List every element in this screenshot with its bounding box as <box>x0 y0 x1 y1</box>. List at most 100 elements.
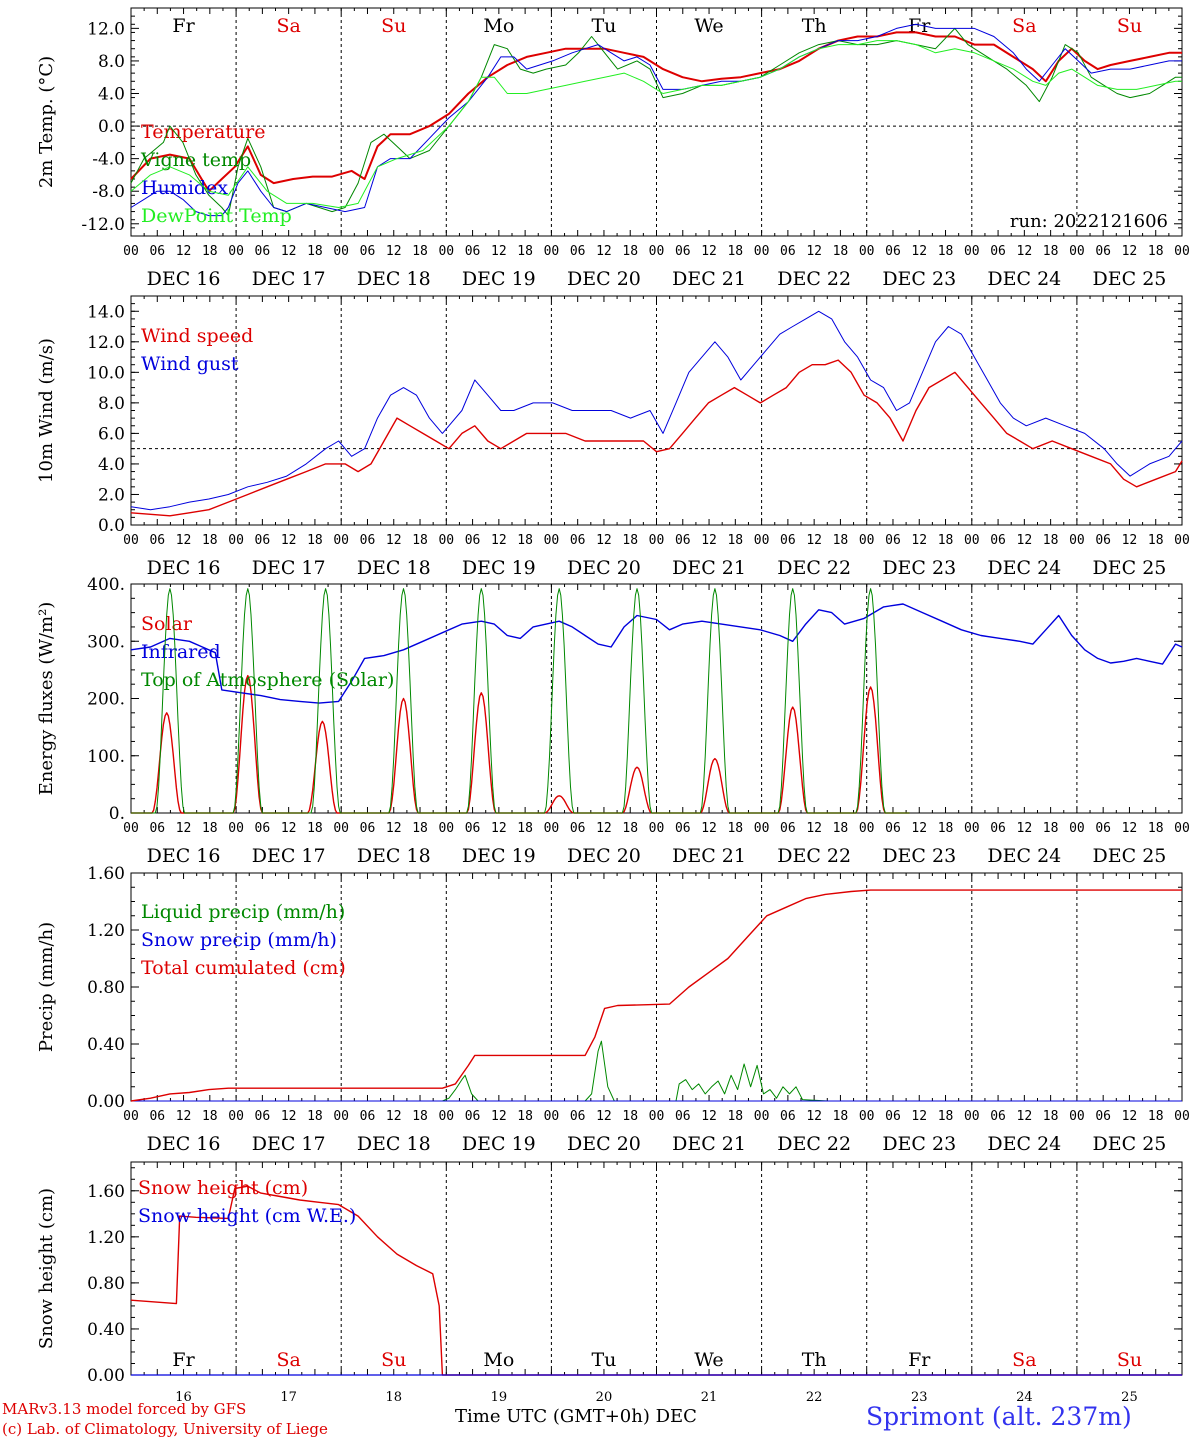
y-axis-label: Snow height (cm) <box>36 1188 57 1349</box>
hour-tick-label: 18 <box>727 821 743 836</box>
hour-tick-label: 12 <box>1122 821 1138 836</box>
hour-tick-label: 06 <box>1095 244 1111 259</box>
hour-tick-label: 00 <box>228 244 244 259</box>
hour-tick-label: 18 <box>727 533 743 548</box>
day-label: DEC 19 <box>462 845 536 867</box>
weekday-label: Mo <box>483 1349 514 1371</box>
legend-entry: Temperature <box>141 121 265 143</box>
hour-tick-label: 00 <box>859 1109 875 1124</box>
day-label: DEC 20 <box>567 557 641 579</box>
legend-entry: Snow height (cm) <box>138 1177 308 1199</box>
hour-tick-label: 06 <box>1095 1109 1111 1124</box>
legend-entry: Liquid precip (mm/h) <box>141 901 345 923</box>
hour-tick-label: 18 <box>833 821 849 836</box>
y-tick-label: 4.0 <box>98 85 125 105</box>
hour-tick-label: 18 <box>1148 1109 1164 1124</box>
day-label: DEC 16 <box>147 1133 221 1155</box>
hour-tick-label: 00 <box>544 1109 560 1124</box>
hour-tick-label: 00 <box>438 821 454 836</box>
legend-entry: Vigne temp <box>140 149 251 171</box>
hour-tick-label: 06 <box>1095 533 1111 548</box>
y-axis-label: Energy fluxes (W/m²) <box>36 602 57 796</box>
hour-tick-label: 12 <box>1122 533 1138 548</box>
day-label: DEC 20 <box>567 1133 641 1155</box>
hour-tick-label: 18 <box>307 533 323 548</box>
series-line-wind-speed <box>130 359 1183 517</box>
weekday-label: Fr <box>172 15 195 37</box>
hour-tick-label: 18 <box>1043 533 1059 548</box>
hour-tick-label: 18 <box>938 244 954 259</box>
day-label: DEC 21 <box>672 845 746 867</box>
hour-tick-label: 12 <box>806 821 822 836</box>
day-label: DEC 23 <box>882 845 956 867</box>
y-tick-label: -8.0 <box>92 182 125 202</box>
hour-tick-label: 00 <box>544 821 560 836</box>
hour-tick-label: 06 <box>360 244 376 259</box>
y-tick-label: 0.0 <box>98 516 125 536</box>
y-tick-label: 4.0 <box>98 455 125 475</box>
y-tick-label: 1.20 <box>87 921 125 941</box>
hour-tick-label: 12 <box>701 244 717 259</box>
hour-tick-label: 00 <box>123 533 139 548</box>
hour-tick-label: 00 <box>544 244 560 259</box>
hour-tick-label: 12 <box>176 1109 192 1124</box>
day-number-label: 22 <box>806 1390 823 1405</box>
hour-tick-label: 06 <box>990 533 1006 548</box>
hour-tick-label: 18 <box>517 1109 533 1124</box>
weekday-label: Su <box>381 1349 406 1371</box>
legend-entry: Humidex <box>141 177 228 199</box>
y-tick-label: 400. <box>87 575 125 595</box>
y-tick-label: 0.00 <box>87 1092 125 1112</box>
hour-tick-label: 00 <box>859 533 875 548</box>
hour-tick-label: 18 <box>938 821 954 836</box>
day-number-label: 18 <box>385 1390 402 1405</box>
day-label: DEC 17 <box>252 557 326 579</box>
hour-tick-label: 12 <box>281 821 297 836</box>
day-label: DEC 25 <box>1093 268 1167 290</box>
y-tick-label: 0.40 <box>87 1320 125 1340</box>
hour-tick-label: 06 <box>780 821 796 836</box>
hour-tick-label: 12 <box>596 533 612 548</box>
day-number-label: 25 <box>1121 1390 1138 1405</box>
hour-tick-label: 18 <box>412 244 428 259</box>
hour-tick-label: 06 <box>465 244 481 259</box>
hour-tick-label: 06 <box>780 244 796 259</box>
hour-tick-label: 18 <box>1043 244 1059 259</box>
hour-tick-label: 06 <box>675 1109 691 1124</box>
series-line-total-cumulated-cm- <box>130 889 1182 1102</box>
weekday-label: Tu <box>591 1349 616 1371</box>
day-label: DEC 18 <box>357 557 431 579</box>
hour-tick-label: 18 <box>202 1109 218 1124</box>
weekday-label: Su <box>1117 15 1142 37</box>
day-number-label: 16 <box>175 1390 192 1405</box>
day-label: DEC 18 <box>357 268 431 290</box>
y-tick-label: 0. <box>109 804 125 824</box>
station-name: Sprimont (alt. 237m) <box>866 1402 1132 1431</box>
hour-tick-label: 18 <box>517 244 533 259</box>
legend-entry: Total cumulated (cm) <box>141 957 346 979</box>
weekday-label: Sa <box>1012 1349 1036 1371</box>
day-number-label: 17 <box>280 1390 297 1405</box>
hour-tick-label: 06 <box>885 1109 901 1124</box>
hour-tick-label: 00 <box>1174 244 1190 259</box>
legend-entry: DewPoint Temp <box>141 205 292 227</box>
time-axis-label: Time UTC (GMT+0h) DEC <box>455 1406 697 1427</box>
hour-tick-label: 06 <box>675 244 691 259</box>
hour-tick-label: 12 <box>911 533 927 548</box>
day-label: DEC 21 <box>672 268 746 290</box>
series-line-top-of-atmosphere-solar- <box>131 588 910 814</box>
hour-tick-label: 00 <box>1174 533 1190 548</box>
day-label: DEC 22 <box>777 845 851 867</box>
weekday-label: Fr <box>172 1349 195 1371</box>
hour-tick-label: 06 <box>570 533 586 548</box>
day-number-label: 19 <box>491 1390 508 1405</box>
hour-tick-label: 12 <box>281 1109 297 1124</box>
hour-tick-label: 00 <box>1069 1109 1085 1124</box>
hour-tick-label: 12 <box>176 821 192 836</box>
hour-tick-label: 00 <box>859 244 875 259</box>
weekday-label: Th <box>802 1349 827 1371</box>
hour-tick-label: 18 <box>202 821 218 836</box>
hour-tick-label: 18 <box>412 533 428 548</box>
y-tick-label: 1.60 <box>87 864 125 884</box>
hour-tick-label: 00 <box>123 821 139 836</box>
